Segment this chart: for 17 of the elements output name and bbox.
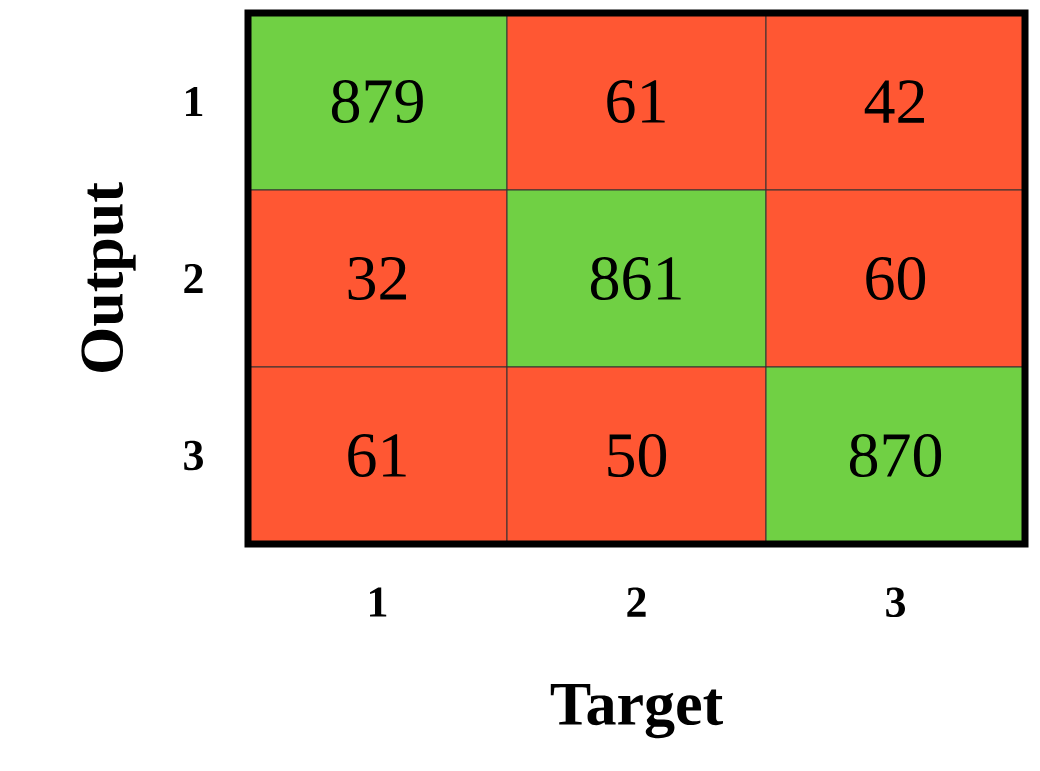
x-tick-label: 2 — [627, 587, 646, 617]
y-axis-title: Output — [81, 182, 136, 372]
x-axis-title: Target — [550, 683, 723, 739]
x-tick-label: 3 — [886, 587, 906, 618]
y-tick-label: 3 — [184, 440, 203, 471]
data-label: 42 — [864, 80, 924, 123]
data-label: 60 — [866, 256, 926, 301]
data-label: 61 — [348, 434, 406, 478]
data-label: 879 — [331, 79, 423, 124]
data-label: 861 — [590, 256, 681, 301]
data-label: 32 — [348, 257, 406, 301]
data-label: 61 — [607, 80, 665, 123]
x-tick-label: 1 — [370, 587, 387, 617]
y-tick-label: 1 — [186, 86, 203, 117]
data-label: 870 — [849, 433, 942, 478]
data-label: 50 — [608, 433, 667, 478]
y-tick-label: 2 — [184, 263, 203, 294]
